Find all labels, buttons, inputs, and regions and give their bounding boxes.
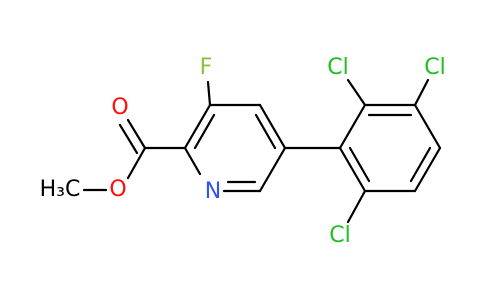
bond [258,103,287,150]
atom-label: O [109,177,126,202]
bond [118,123,139,155]
atom-label: Cl [329,223,350,248]
bonds [82,78,442,224]
atom-label: Cl [424,55,445,80]
bond [413,146,442,193]
bond [126,146,147,180]
bond [338,146,367,193]
bond [206,80,212,107]
bond [413,103,442,150]
bond [346,189,367,224]
atom-label: F [200,55,213,80]
bond [183,103,212,150]
atom-label: H₃C [40,177,81,202]
bond [338,103,367,150]
bond [126,118,147,150]
atom-label: O [111,95,128,120]
bond [409,146,432,183]
bond [348,146,371,183]
bond [193,113,216,150]
atom-label: Cl [327,55,348,80]
atom-label: N [205,179,221,204]
bond [183,146,202,176]
bond [254,113,277,150]
bond [413,78,430,107]
bond [346,78,367,107]
bond [258,146,287,193]
atoms: F O O H₃C N Cl Cl Cl [40,55,446,248]
